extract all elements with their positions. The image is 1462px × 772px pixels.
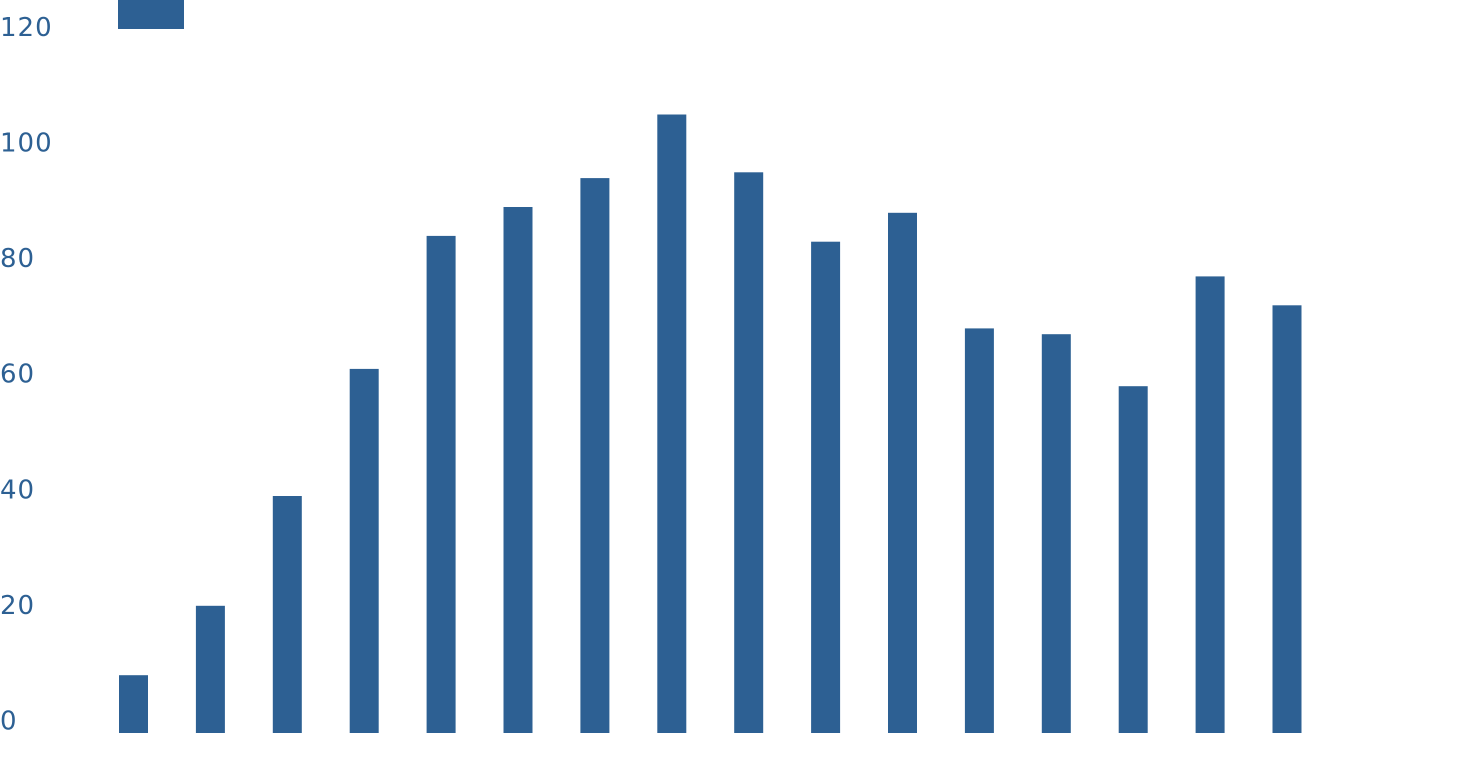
y-tick-label: 120 bbox=[0, 13, 53, 43]
bar bbox=[195, 605, 225, 733]
bar bbox=[811, 241, 841, 733]
bar bbox=[888, 212, 917, 734]
bar bbox=[964, 328, 994, 733]
bar-series bbox=[119, 114, 1302, 734]
bar bbox=[1195, 276, 1225, 733]
bar bbox=[426, 235, 456, 733]
bar bbox=[734, 172, 764, 734]
bar bbox=[272, 496, 302, 733]
y-tick-label: 0 bbox=[0, 707, 18, 737]
bar bbox=[1041, 334, 1071, 733]
bar bbox=[349, 368, 379, 733]
y-tick-label: 20 bbox=[0, 591, 35, 621]
y-tick-label: 80 bbox=[0, 244, 35, 274]
legend-swatch bbox=[118, 0, 184, 29]
y-tick-label: 100 bbox=[0, 129, 53, 159]
bar bbox=[580, 178, 610, 734]
bar bbox=[657, 114, 687, 733]
y-axis: 0 20 40 60 80 100 120 bbox=[0, 13, 53, 737]
bar bbox=[119, 675, 148, 733]
y-tick-label: 60 bbox=[0, 360, 35, 390]
bar bbox=[1118, 386, 1148, 733]
legend bbox=[118, 0, 184, 29]
y-tick-label: 40 bbox=[0, 475, 35, 505]
bar bbox=[1272, 305, 1302, 733]
bar bbox=[503, 207, 533, 733]
